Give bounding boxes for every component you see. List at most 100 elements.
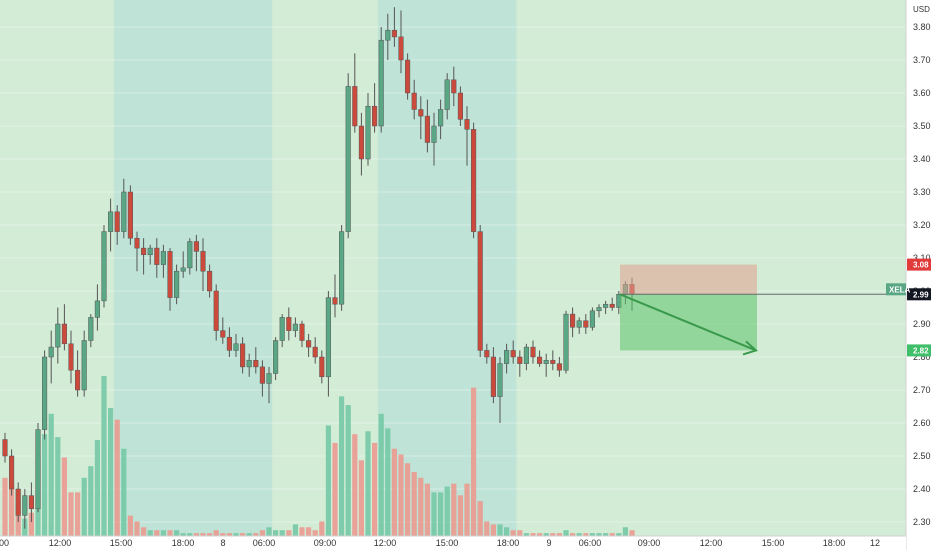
candle[interactable]: [226, 327, 232, 357]
candle[interactable]: [556, 357, 562, 377]
candle[interactable]: [391, 7, 397, 47]
candle[interactable]: [332, 274, 338, 318]
candle[interactable]: [358, 112, 364, 176]
candle[interactable]: [609, 297, 615, 311]
candle[interactable]: [418, 96, 424, 140]
candle[interactable]: [61, 304, 67, 351]
candle[interactable]: [207, 264, 213, 298]
candle[interactable]: [352, 53, 358, 133]
candle[interactable]: [339, 225, 345, 311]
candle[interactable]: [22, 489, 28, 529]
candle[interactable]: [372, 83, 378, 133]
candle[interactable]: [167, 248, 173, 311]
candle[interactable]: [563, 310, 569, 374]
candle[interactable]: [127, 185, 133, 245]
candle[interactable]: [187, 238, 193, 275]
stop-loss-zone[interactable]: [620, 264, 757, 295]
candle[interactable]: [259, 360, 265, 397]
candle[interactable]: [286, 307, 292, 341]
candle[interactable]: [537, 350, 543, 367]
candle[interactable]: [451, 66, 457, 107]
candle[interactable]: [345, 73, 351, 239]
candle[interactable]: [405, 53, 411, 100]
candle[interactable]: [154, 238, 160, 278]
candle[interactable]: [213, 284, 219, 341]
symbol-tag[interactable]: XELA: [886, 283, 911, 296]
candle[interactable]: [385, 13, 391, 60]
candle[interactable]: [193, 234, 199, 272]
candle[interactable]: [570, 307, 576, 338]
candle[interactable]: [411, 79, 417, 120]
candle[interactable]: [576, 317, 582, 334]
candle[interactable]: [101, 225, 107, 308]
candle[interactable]: [457, 86, 463, 126]
candle[interactable]: [15, 482, 21, 522]
candle[interactable]: [319, 350, 325, 384]
candle[interactable]: [253, 347, 259, 374]
candle[interactable]: [530, 340, 536, 364]
candle[interactable]: [180, 251, 186, 278]
candle[interactable]: [200, 238, 206, 291]
candle[interactable]: [464, 106, 470, 166]
price-axis[interactable]: USD 3.803.703.603.503.403.303.203.103.00…: [905, 0, 932, 550]
candle[interactable]: [523, 343, 529, 371]
candle[interactable]: [438, 99, 444, 140]
short-position-tool[interactable]: [619, 264, 906, 356]
candle[interactable]: [48, 330, 54, 384]
candle[interactable]: [325, 291, 331, 397]
candle[interactable]: [398, 10, 404, 74]
candle[interactable]: [273, 337, 279, 381]
candle[interactable]: [266, 366, 272, 404]
candle[interactable]: [108, 198, 114, 252]
candlesticks[interactable]: [2, 7, 635, 529]
candle[interactable]: [233, 333, 239, 357]
candle[interactable]: [240, 337, 246, 374]
time-axis[interactable]: 00 12:00 15:00 18:00 8 06:00 09:00 12:00 15:00 18…: [0, 535, 906, 550]
candle[interactable]: [220, 317, 226, 344]
candle[interactable]: [75, 350, 81, 397]
candle[interactable]: [378, 27, 384, 133]
candle[interactable]: [471, 122, 477, 239]
candle[interactable]: [88, 314, 94, 348]
candle[interactable]: [279, 314, 285, 348]
candle[interactable]: [589, 307, 595, 331]
candle[interactable]: [510, 340, 516, 364]
candle[interactable]: [365, 93, 371, 166]
candle[interactable]: [134, 231, 140, 272]
candle[interactable]: [9, 449, 15, 496]
candle[interactable]: [2, 432, 8, 463]
trend-arrow[interactable]: [619, 293, 757, 352]
candle[interactable]: [147, 244, 153, 265]
candle[interactable]: [81, 330, 87, 397]
candle[interactable]: [299, 320, 305, 348]
candle[interactable]: [497, 357, 503, 423]
candle[interactable]: [444, 73, 450, 120]
candle[interactable]: [550, 350, 556, 371]
candle[interactable]: [68, 330, 74, 384]
candle[interactable]: [477, 225, 483, 357]
candle[interactable]: [121, 178, 127, 239]
candle[interactable]: [596, 304, 602, 318]
candle[interactable]: [141, 238, 147, 275]
candle[interactable]: [174, 264, 180, 305]
candle[interactable]: [504, 343, 510, 374]
candle[interactable]: [517, 350, 523, 377]
candle[interactable]: [114, 205, 120, 245]
candle[interactable]: [312, 337, 318, 364]
candle[interactable]: [94, 284, 100, 331]
candle[interactable]: [28, 482, 34, 522]
candle[interactable]: [160, 244, 166, 278]
candle[interactable]: [35, 423, 41, 513]
candle[interactable]: [42, 350, 48, 440]
candle[interactable]: [55, 307, 61, 364]
candle[interactable]: [424, 99, 430, 153]
candle[interactable]: [292, 317, 298, 338]
candle[interactable]: [603, 300, 609, 315]
candle[interactable]: [484, 343, 490, 364]
candle[interactable]: [583, 314, 589, 334]
candle[interactable]: [306, 333, 312, 357]
candle[interactable]: [490, 347, 496, 404]
candle[interactable]: [246, 353, 252, 377]
candle[interactable]: [543, 353, 549, 377]
